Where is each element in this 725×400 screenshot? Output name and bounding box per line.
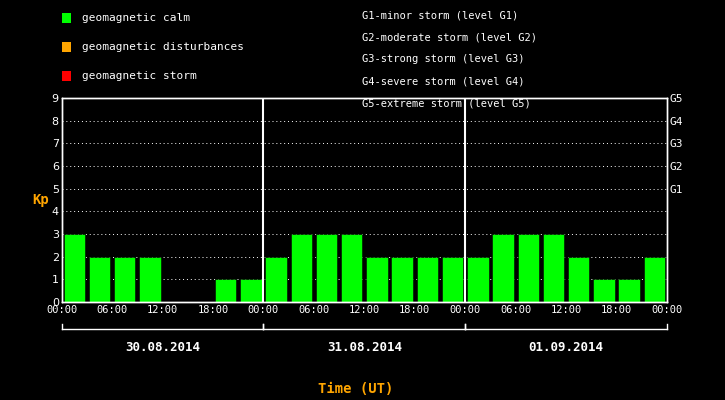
Bar: [240, 279, 262, 302]
Bar: [417, 257, 438, 302]
Bar: [215, 279, 236, 302]
Bar: [392, 257, 413, 302]
Text: 01.09.2014: 01.09.2014: [529, 340, 604, 354]
Bar: [265, 257, 287, 302]
Text: geomagnetic storm: geomagnetic storm: [82, 72, 196, 82]
Bar: [492, 234, 514, 302]
Bar: [291, 234, 312, 302]
Bar: [593, 279, 615, 302]
Bar: [518, 234, 539, 302]
Y-axis label: Kp: Kp: [32, 193, 49, 207]
Bar: [341, 234, 362, 302]
Text: Time (UT): Time (UT): [318, 382, 393, 396]
Bar: [64, 234, 85, 302]
Bar: [114, 257, 136, 302]
Text: 30.08.2014: 30.08.2014: [125, 340, 200, 354]
Bar: [366, 257, 388, 302]
Text: geomagnetic calm: geomagnetic calm: [82, 13, 190, 23]
Text: G1-minor storm (level G1): G1-minor storm (level G1): [362, 10, 519, 20]
Bar: [467, 257, 489, 302]
Text: G5-extreme storm (level G5): G5-extreme storm (level G5): [362, 98, 531, 108]
Bar: [543, 234, 564, 302]
Text: G3-strong storm (level G3): G3-strong storm (level G3): [362, 54, 525, 64]
Text: G4-severe storm (level G4): G4-severe storm (level G4): [362, 76, 525, 86]
Bar: [442, 257, 463, 302]
Bar: [568, 257, 589, 302]
Bar: [316, 234, 337, 302]
Text: 31.08.2014: 31.08.2014: [327, 340, 402, 354]
Bar: [139, 257, 161, 302]
Bar: [618, 279, 640, 302]
Text: G2-moderate storm (level G2): G2-moderate storm (level G2): [362, 32, 537, 42]
Bar: [644, 257, 665, 302]
Text: geomagnetic disturbances: geomagnetic disturbances: [82, 42, 244, 52]
Bar: [88, 257, 110, 302]
